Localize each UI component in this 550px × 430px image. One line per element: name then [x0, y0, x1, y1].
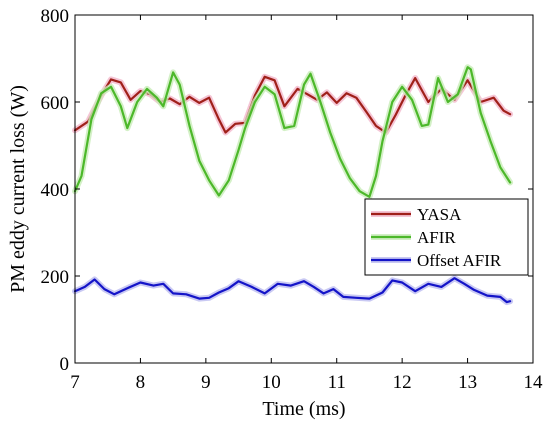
series-halo-1 [72, 64, 514, 200]
legend-label-2: Offset AFIR [417, 251, 502, 270]
series-line-2 [73, 277, 512, 304]
y-axis-label: PM eddy current loss (W) [7, 85, 29, 293]
y-tick-label: 600 [41, 93, 70, 114]
y-axis: 0 200 400 600 800 [41, 6, 533, 375]
x-tick-label: 9 [201, 372, 211, 393]
y-tick-label: 0 [60, 354, 70, 375]
y-tick-label: 200 [41, 267, 70, 288]
x-tick-label: 7 [70, 372, 80, 393]
legend-label-1: AFIR [417, 228, 456, 247]
y-tick-label: 400 [41, 180, 70, 201]
series-layer [72, 64, 514, 306]
legend: YASA AFIR Offset AFIR [364, 198, 529, 276]
x-axis: 7 8 9 10 11 12 13 14 [70, 15, 543, 393]
y-tick-label: 800 [41, 6, 70, 27]
legend-label-0: YASA [417, 205, 462, 224]
x-axis-label: Time (ms) [262, 398, 345, 420]
x-tick-label: 10 [262, 372, 281, 393]
x-tick-label: 14 [524, 372, 544, 393]
plot-area-frame [74, 14, 534, 364]
x-tick-label: 8 [136, 372, 146, 393]
x-tick-label: 13 [458, 372, 477, 393]
x-tick-label: 12 [393, 372, 412, 393]
x-tick-label: 11 [328, 372, 346, 393]
series-line-1 [73, 66, 512, 198]
